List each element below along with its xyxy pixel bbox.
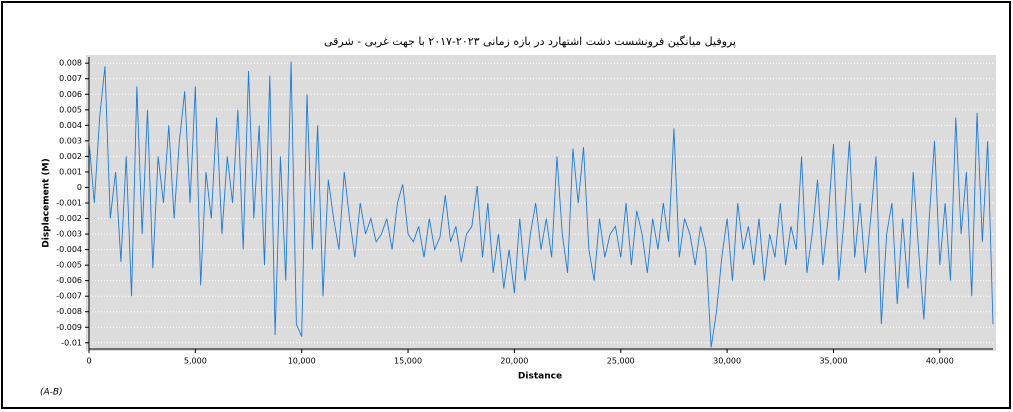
x-tick-label: 15,000 [394, 357, 422, 366]
y-tick-label: -0.009 [56, 323, 82, 332]
y-tick-label: 0.004 [59, 121, 82, 130]
y-tick-label: -0.007 [56, 292, 82, 301]
x-axis-label: Distance [518, 372, 562, 382]
x-tick-label: 10,000 [288, 357, 316, 366]
x-tick-label: 40,000 [926, 357, 954, 366]
y-tick-label: 0.002 [59, 152, 82, 161]
y-tick-label: 0.008 [59, 59, 82, 68]
plot-area [86, 55, 996, 351]
y-tick-label: -0.004 [56, 245, 82, 254]
note: (A-B) [40, 388, 63, 398]
y-tick-label: 0.005 [59, 105, 82, 114]
x-tick-label: 30,000 [713, 357, 741, 366]
y-tick-label: 0.006 [59, 90, 82, 99]
y-tick-label: 0.003 [59, 136, 82, 145]
y-tick-label: -0.01 [61, 338, 82, 347]
y-tick-label: -0.001 [56, 199, 82, 208]
x-tick-label: 0 [86, 357, 91, 366]
y-axis-label: Displacement (M) [42, 158, 52, 247]
y-tick-label: 0.007 [59, 74, 82, 83]
y-tick-label: 0 [77, 183, 82, 192]
chart-title: پروفیل میانگین فرونشست دشت اشتهارد در با… [324, 35, 736, 48]
y-tick-label: -0.005 [56, 261, 82, 270]
x-tick-label: 35,000 [819, 357, 847, 366]
x-tick-label: 20,000 [500, 357, 528, 366]
x-tick-label: 25,000 [607, 357, 635, 366]
x-tick-label: 5,000 [184, 357, 207, 366]
y-tick-label: -0.008 [56, 307, 82, 316]
y-tick-label: -0.006 [56, 276, 82, 285]
y-tick-label: 0.001 [59, 167, 82, 176]
data-line [88, 61, 994, 348]
y-tick-label: -0.003 [56, 230, 82, 239]
y-tick-label: -0.002 [56, 214, 82, 223]
